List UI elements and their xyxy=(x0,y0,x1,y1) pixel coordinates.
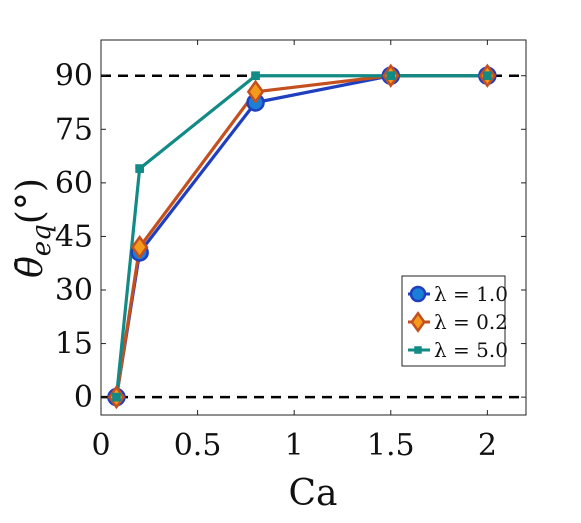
legend: λ = 1.0 λ = 0.2 λ = 5.0 xyxy=(401,275,508,367)
y-axis-label-sub: eq xyxy=(27,224,57,256)
legend-label: λ = 5.0 xyxy=(434,338,508,362)
data-point-square xyxy=(483,71,492,81)
y-axis-label-text: θ̄eq(°) xyxy=(10,178,57,278)
y-axis-label: θ̄eq(°) xyxy=(10,178,57,278)
x-tick-label: 1 xyxy=(285,428,304,463)
data-point-square xyxy=(112,392,121,402)
legend-label: λ = 0.2 xyxy=(434,310,508,334)
data-point-square xyxy=(135,164,144,173)
legend-marker-square xyxy=(414,346,422,354)
y-tick-label: 0 xyxy=(74,380,93,415)
y-tick-label: 90 xyxy=(55,59,93,94)
y-axis-label-unit: (°) xyxy=(10,178,51,224)
legend-marker-diamond xyxy=(410,311,426,333)
y-tick-label: 30 xyxy=(55,273,93,308)
x-tick-label: 0 xyxy=(91,428,110,463)
legend-label: λ = 1.0 xyxy=(434,282,508,306)
x-axis-ticks: 0 0.5 1 1.5 2 xyxy=(91,40,497,463)
data-point-square xyxy=(251,71,260,81)
data-point-square xyxy=(386,71,396,81)
y-axis-label-base: θ̄ xyxy=(10,256,51,278)
x-tick-label: 1.5 xyxy=(367,428,415,463)
legend-marker-circle xyxy=(409,285,427,303)
y-axis-ticks: 0 15 30 45 60 75 90 xyxy=(55,59,526,415)
x-axis-label: Ca xyxy=(288,473,337,514)
data-point-diamond xyxy=(246,79,265,104)
x-tick-label: 0.5 xyxy=(174,428,222,463)
data-point-diamond xyxy=(130,235,149,260)
series-markers xyxy=(107,63,497,410)
x-tick-label: 2 xyxy=(478,428,497,463)
y-tick-label: 15 xyxy=(55,327,93,362)
y-tick-label: 60 xyxy=(55,166,93,201)
y-tick-label: 45 xyxy=(55,219,93,254)
y-tick-label: 75 xyxy=(55,112,93,147)
